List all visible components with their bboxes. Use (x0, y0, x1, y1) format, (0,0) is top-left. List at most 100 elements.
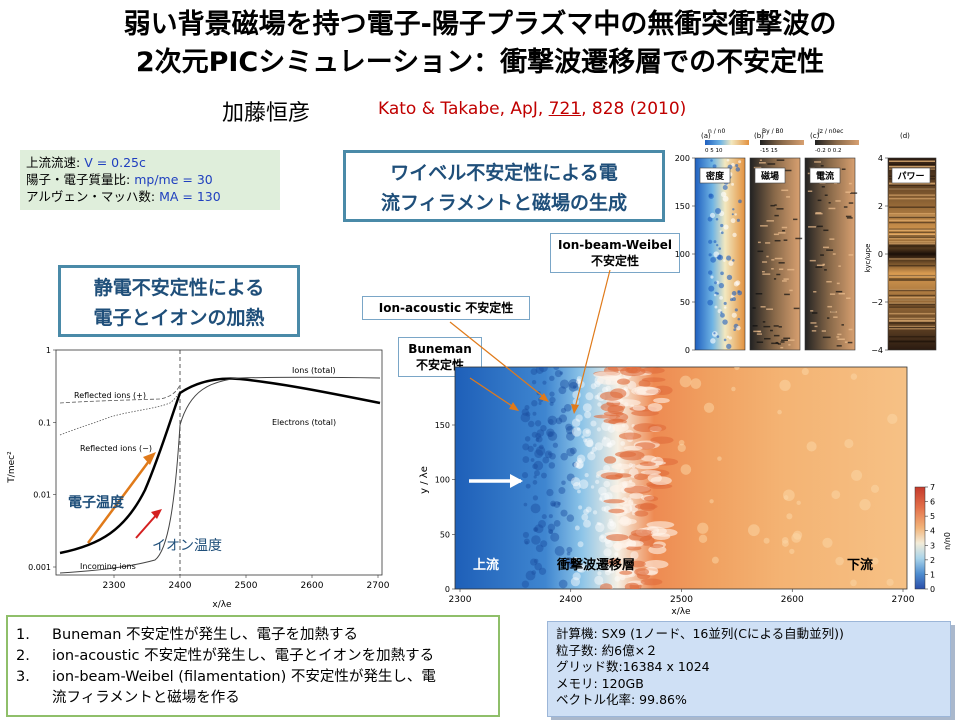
colorbar-tick-label: 5 (930, 512, 935, 521)
temp-xtick-label: 2300 (103, 581, 126, 591)
spec-grid: グリッド数:16384 x 1024 (556, 659, 710, 674)
map-ylabel: y / λe (419, 466, 430, 494)
electron-temp-label: 電子温度 (68, 494, 125, 511)
ions-total-label: Ions (total) (292, 366, 336, 375)
panel-d-ylabel: kyc/ωpe (864, 244, 872, 273)
temp-xtick-label: 2600 (301, 581, 324, 591)
reflected-plus-curve (59, 384, 181, 404)
panel-ytick-label: 100 (675, 250, 690, 259)
ion-beam-weibel-label: Ion-beam-Weibel 不安定性 (550, 233, 680, 273)
map-xtick-label: 2600 (781, 595, 804, 605)
panel-ytick-label: 150 (675, 202, 690, 211)
temp-ylabel: T/mec² (7, 451, 17, 484)
colorbar-tick-label: 2 (930, 556, 935, 565)
temp-xtick-label: 2500 (235, 581, 258, 591)
weibel-callout: ワイベル不安定性による電 流フィラメントと磁場の生成 (343, 150, 665, 222)
panel-d-id: (d) (900, 132, 910, 140)
temp-ytick-label: 1 (46, 346, 51, 355)
panel-b-scale: -15 15 (760, 148, 778, 154)
reference-volume[interactable]: 721 (548, 99, 582, 119)
list-item: 2. ion-acoustic 不安定性が発生し、電子とイオンを加熱する (16, 648, 435, 664)
electrons-total-curve (59, 377, 381, 555)
map-xlabel: x/λe (671, 607, 691, 617)
panel-d-ytick-label: 2 (878, 202, 883, 211)
panel-ytick-label: 200 (675, 154, 690, 163)
temp-xlabel: x/λe (212, 600, 232, 610)
panel-a-tag: 密度 (705, 170, 725, 182)
map-ytick-label: 150 (435, 421, 450, 430)
colorbar-tick-label: 6 (930, 498, 935, 507)
colorbar-tick-label: 7 (930, 483, 935, 492)
map-ytick-label: 0 (445, 585, 450, 594)
ion-temp-arrowhead (151, 509, 162, 519)
list-item: 1. Buneman 不安定性が発生し、電子を加熱する (16, 627, 359, 643)
map-xtick-label: 2400 (559, 595, 582, 605)
panel-d-tag: パワー (897, 170, 924, 182)
panel-c-id: (c) (810, 132, 820, 140)
temp-ytick-label: 0.1 (38, 418, 51, 427)
param-flow-speed: 上流流速: V = 0.25c (26, 155, 146, 170)
panel-a-head: n / n0 (708, 128, 725, 135)
temp-xtick-label: 2400 (169, 581, 192, 591)
temp-ytick-label: 0.01 (33, 491, 51, 500)
panel-c-current (804, 157, 856, 351)
panel-a-density (694, 157, 746, 351)
list-item: 流フィラメントと磁場を作る (52, 690, 240, 706)
temp-xtick-label: 2700 (367, 581, 390, 591)
panel-d-ytick-label: 0 (878, 250, 883, 259)
panel-d-ytick-label: 4 (878, 154, 883, 163)
electron-temp-arrow (86, 456, 154, 544)
panel-b-field (749, 157, 801, 351)
ion-temp-arrow (135, 512, 159, 539)
panel-b-tag: 磁場 (761, 170, 779, 182)
panel-c-tag: 電流 (816, 170, 834, 182)
panel-c-head: Jz / n0ec (817, 128, 843, 135)
panel-a-scale: 0 5 10 (705, 148, 723, 154)
upstream-label: 上流 (473, 557, 499, 573)
spec-computer: 計算機: SX9 (1ノード、16並列(Cによる自動並列)) (556, 626, 844, 641)
parameters-box: 上流流速: V = 0.25c 陽子・電子質量比: mp/me = 30 アルヴ… (20, 150, 280, 210)
ions-total-curve (59, 376, 381, 574)
title-line-2: 2次元PICシミュレーション：衝撃波遷移層での不安定性 (135, 47, 825, 78)
spec-memory: メモリ: 120GB (556, 675, 644, 691)
colorbar-tick-label: 0 (930, 585, 935, 594)
electrons-total-label: Electrons (total) (272, 418, 336, 427)
spec-vectorization: ベクトル化率: 99.86% (556, 692, 687, 707)
electrostatic-callout: 静電不安定性による 電子とイオンの加熱 (58, 265, 300, 337)
reflected-minus-curve (59, 390, 181, 436)
transition-label: 衝撃波遷移層 (556, 557, 635, 573)
flow-arrow-icon (510, 474, 523, 488)
map-ytick-label: 50 (440, 530, 450, 539)
title-line-1: 弱い背景磁場を持つ電子-陽子プラズマ中の無衝突衝撃波の (123, 9, 837, 40)
spec-particles: 粒子数: 約6億×２ (556, 642, 658, 658)
computation-spec: 計算機: SX9 (1ノード、16並列(Cによる自動並列)) 粒子数: 約6億×… (547, 621, 951, 717)
incoming-ions-label: Incoming ions (80, 562, 136, 571)
instability-panels: (a) (b) (c) (d) n / n0 By / B0 Jz / n0ec… (675, 128, 937, 353)
downstream-label: 下流 (847, 557, 873, 573)
temp-plot-frame (55, 349, 383, 576)
findings-list: 1. Buneman 不安定性が発生し、電子を加熱する 2. ion-acousti… (6, 615, 500, 717)
panel-d-ytick-label: −2 (871, 298, 883, 307)
author: 加藤恒彦 (222, 101, 311, 126)
panel-b-id: (b) (754, 132, 764, 140)
colorbar-tick-label: 1 (930, 570, 935, 579)
colorbar-label: n/n0 (943, 532, 952, 550)
colorbar (914, 486, 926, 590)
temperature-chart: 1 0.1 0.01 0.001 2300 2400 2500 2600 2700 Ions … (7, 346, 390, 610)
temp-ytick-label: 0.001 (28, 563, 51, 572)
panel-ytick-label: 0 (685, 346, 690, 353)
reflected-minus-label: Reflected ions (−) (80, 444, 152, 453)
param-mach-number: アルヴェン・マッハ数: MA = 130 (26, 189, 221, 204)
panel-b-head: By / B0 (762, 128, 784, 135)
colorbar-tick-label: 3 (930, 541, 935, 550)
list-item: 3. ion-beam-Weibel (filamentation) 不安定性が発… (16, 669, 436, 685)
reference-suffix: , 828 (2010) (581, 99, 687, 119)
param-mass-ratio: 陽子・電子質量比: mp/me = 30 (26, 172, 213, 187)
reflected-plus-label: Reflected ions (+) (74, 391, 146, 400)
reference: Kato & Takabe, ApJ, 721, 828 (2010) (378, 99, 686, 119)
map-xtick-label: 2700 (892, 595, 915, 605)
panel-a-id: (a) (701, 132, 711, 140)
electron-temp-arrowhead (143, 452, 156, 465)
density-field (454, 366, 908, 590)
